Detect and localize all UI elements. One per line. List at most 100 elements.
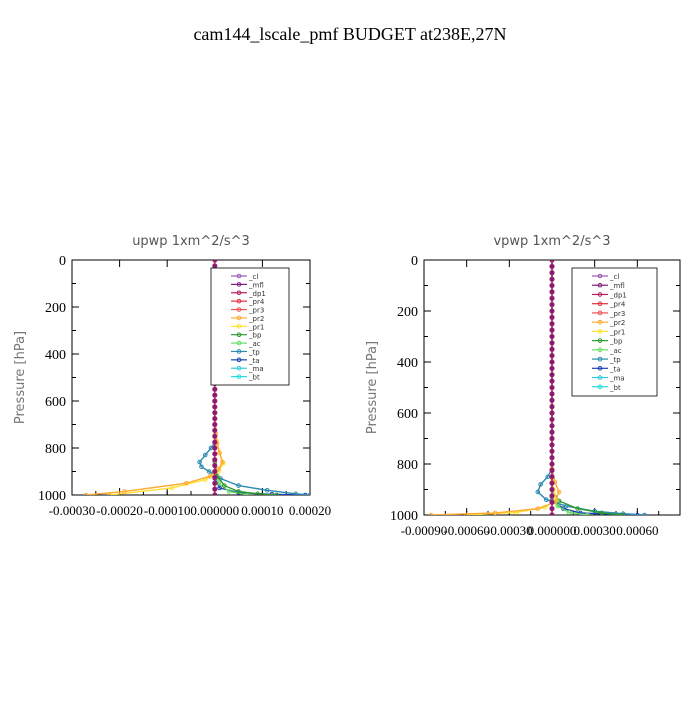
series-marker-mfl (549, 480, 555, 486)
x-tick-label: 0.000000 (190, 503, 239, 518)
series-marker-pr2 (556, 489, 562, 495)
series-marker-mfl (212, 386, 218, 392)
series-marker-mfl (549, 423, 555, 429)
legend-marker (236, 365, 242, 371)
legend-marker (597, 319, 603, 325)
series-marker-mfl (212, 427, 218, 433)
y-tick-label: 800 (45, 442, 66, 457)
y-axis-label: Pressure [hPa] (365, 341, 380, 434)
series-marker-mfl (549, 372, 555, 378)
legend-label: _pr3 (248, 307, 264, 315)
series-marker-mfl (212, 439, 218, 445)
y-tick-label: 800 (397, 458, 418, 473)
series-marker-bp (599, 510, 605, 515)
series-marker-mfl (549, 340, 555, 346)
series-marker-bp (236, 489, 241, 494)
series-marker-mfl (549, 353, 555, 359)
series-marker-mfl (549, 282, 555, 289)
series-marker-mfl (549, 486, 555, 493)
series-marker-pr2 (217, 450, 222, 456)
series-marker-mfl (212, 416, 218, 422)
series-marker-mfl (549, 384, 555, 391)
series-marker-mfl (549, 429, 555, 435)
legend: _cl_mfl_dp1_pr4_pr3_pr2_pr1_bp_ac_tp_ta_… (210, 267, 290, 386)
series-marker-pr2 (220, 459, 225, 465)
series-marker-mfl (212, 463, 218, 469)
series-line-pr1 (466, 260, 558, 515)
panels: upwp 1xm^2/s^3 Pressure [hPa] 0 200 400 600 80… (13, 234, 681, 538)
series-marker-mfl (549, 467, 555, 473)
legend-marker (236, 282, 242, 287)
series-marker-ta (217, 485, 222, 491)
series-marker-bp (274, 492, 279, 495)
series-marker-bp (255, 491, 260, 495)
legend-marker (236, 298, 242, 304)
series-marker-mfl (212, 468, 218, 475)
legend-marker (597, 384, 603, 390)
x-tick-label: -0.00030 (486, 523, 533, 538)
series-marker-mfl (212, 480, 218, 486)
legend-label: _ma (248, 365, 264, 373)
legend-label: _bp (609, 338, 623, 346)
legend-marker (597, 292, 603, 297)
series-marker-mfl (212, 421, 218, 428)
legend-marker (597, 356, 603, 362)
legend-label: _ta (248, 357, 260, 365)
series-marker-mfl (549, 461, 555, 467)
series-marker-ta (302, 492, 308, 495)
series-marker-mfl (549, 499, 555, 505)
series-marker-tp (538, 482, 543, 487)
series-marker-pr2 (535, 506, 541, 511)
series-marker-mfl (549, 308, 555, 314)
legend-box (571, 267, 658, 397)
y-tick-label: 200 (45, 301, 66, 316)
series-marker-mfl (549, 314, 555, 320)
series-marker-bp (222, 483, 227, 488)
legend-label: _pr1 (609, 328, 625, 336)
legend-marker (236, 290, 242, 296)
series-marker-mfl (212, 433, 218, 439)
series-line-tp (536, 260, 645, 515)
series-marker-mfl (212, 445, 218, 451)
series-marker-tp (197, 459, 202, 465)
series-marker-mfl (549, 378, 555, 384)
series-marker-mfl (212, 398, 218, 404)
y-axis-label: Pressure [hPa] (13, 331, 28, 424)
series-marker-pr2 (122, 489, 127, 494)
legend-marker (236, 349, 242, 354)
series-marker-mfl (212, 492, 218, 495)
legend-box (210, 267, 290, 386)
series-marker-tp (236, 483, 241, 488)
legend-marker (236, 273, 242, 279)
legend-marker (597, 338, 603, 343)
y-tick-label: 400 (397, 356, 418, 371)
series-marker-mfl (549, 493, 555, 499)
legend-marker (597, 282, 603, 288)
series-marker-mfl (212, 263, 218, 269)
series-marker-tp (202, 452, 208, 458)
series-marker-mfl (212, 410, 218, 416)
legend-label: _pr2 (609, 319, 625, 327)
series-marker-mfl (212, 486, 218, 492)
series-marker-tp (544, 497, 549, 503)
legend-marker (597, 273, 603, 279)
x-tick-label: 0.00010 (241, 503, 283, 518)
x-tick-label: -0.00090 (401, 523, 448, 538)
series-group (428, 260, 647, 515)
legend-label: _cl (609, 273, 619, 281)
series-marker-tp (264, 488, 270, 493)
series-marker-pr2 (428, 512, 434, 515)
series-marker-ta (578, 510, 583, 515)
legend-label: _bt (609, 384, 621, 392)
x-tick-label: 0.00060 (616, 523, 658, 538)
legend-marker (597, 366, 603, 371)
legend-marker (236, 315, 242, 321)
series-marker-ac (585, 512, 590, 515)
legend-marker (236, 374, 242, 379)
y-tick-label: 600 (397, 407, 418, 422)
legend-label: _pr3 (609, 310, 625, 318)
x-tick-label: -0.00020 (96, 503, 143, 518)
legend-label: _tp (248, 348, 260, 356)
legend-marker (597, 375, 603, 380)
